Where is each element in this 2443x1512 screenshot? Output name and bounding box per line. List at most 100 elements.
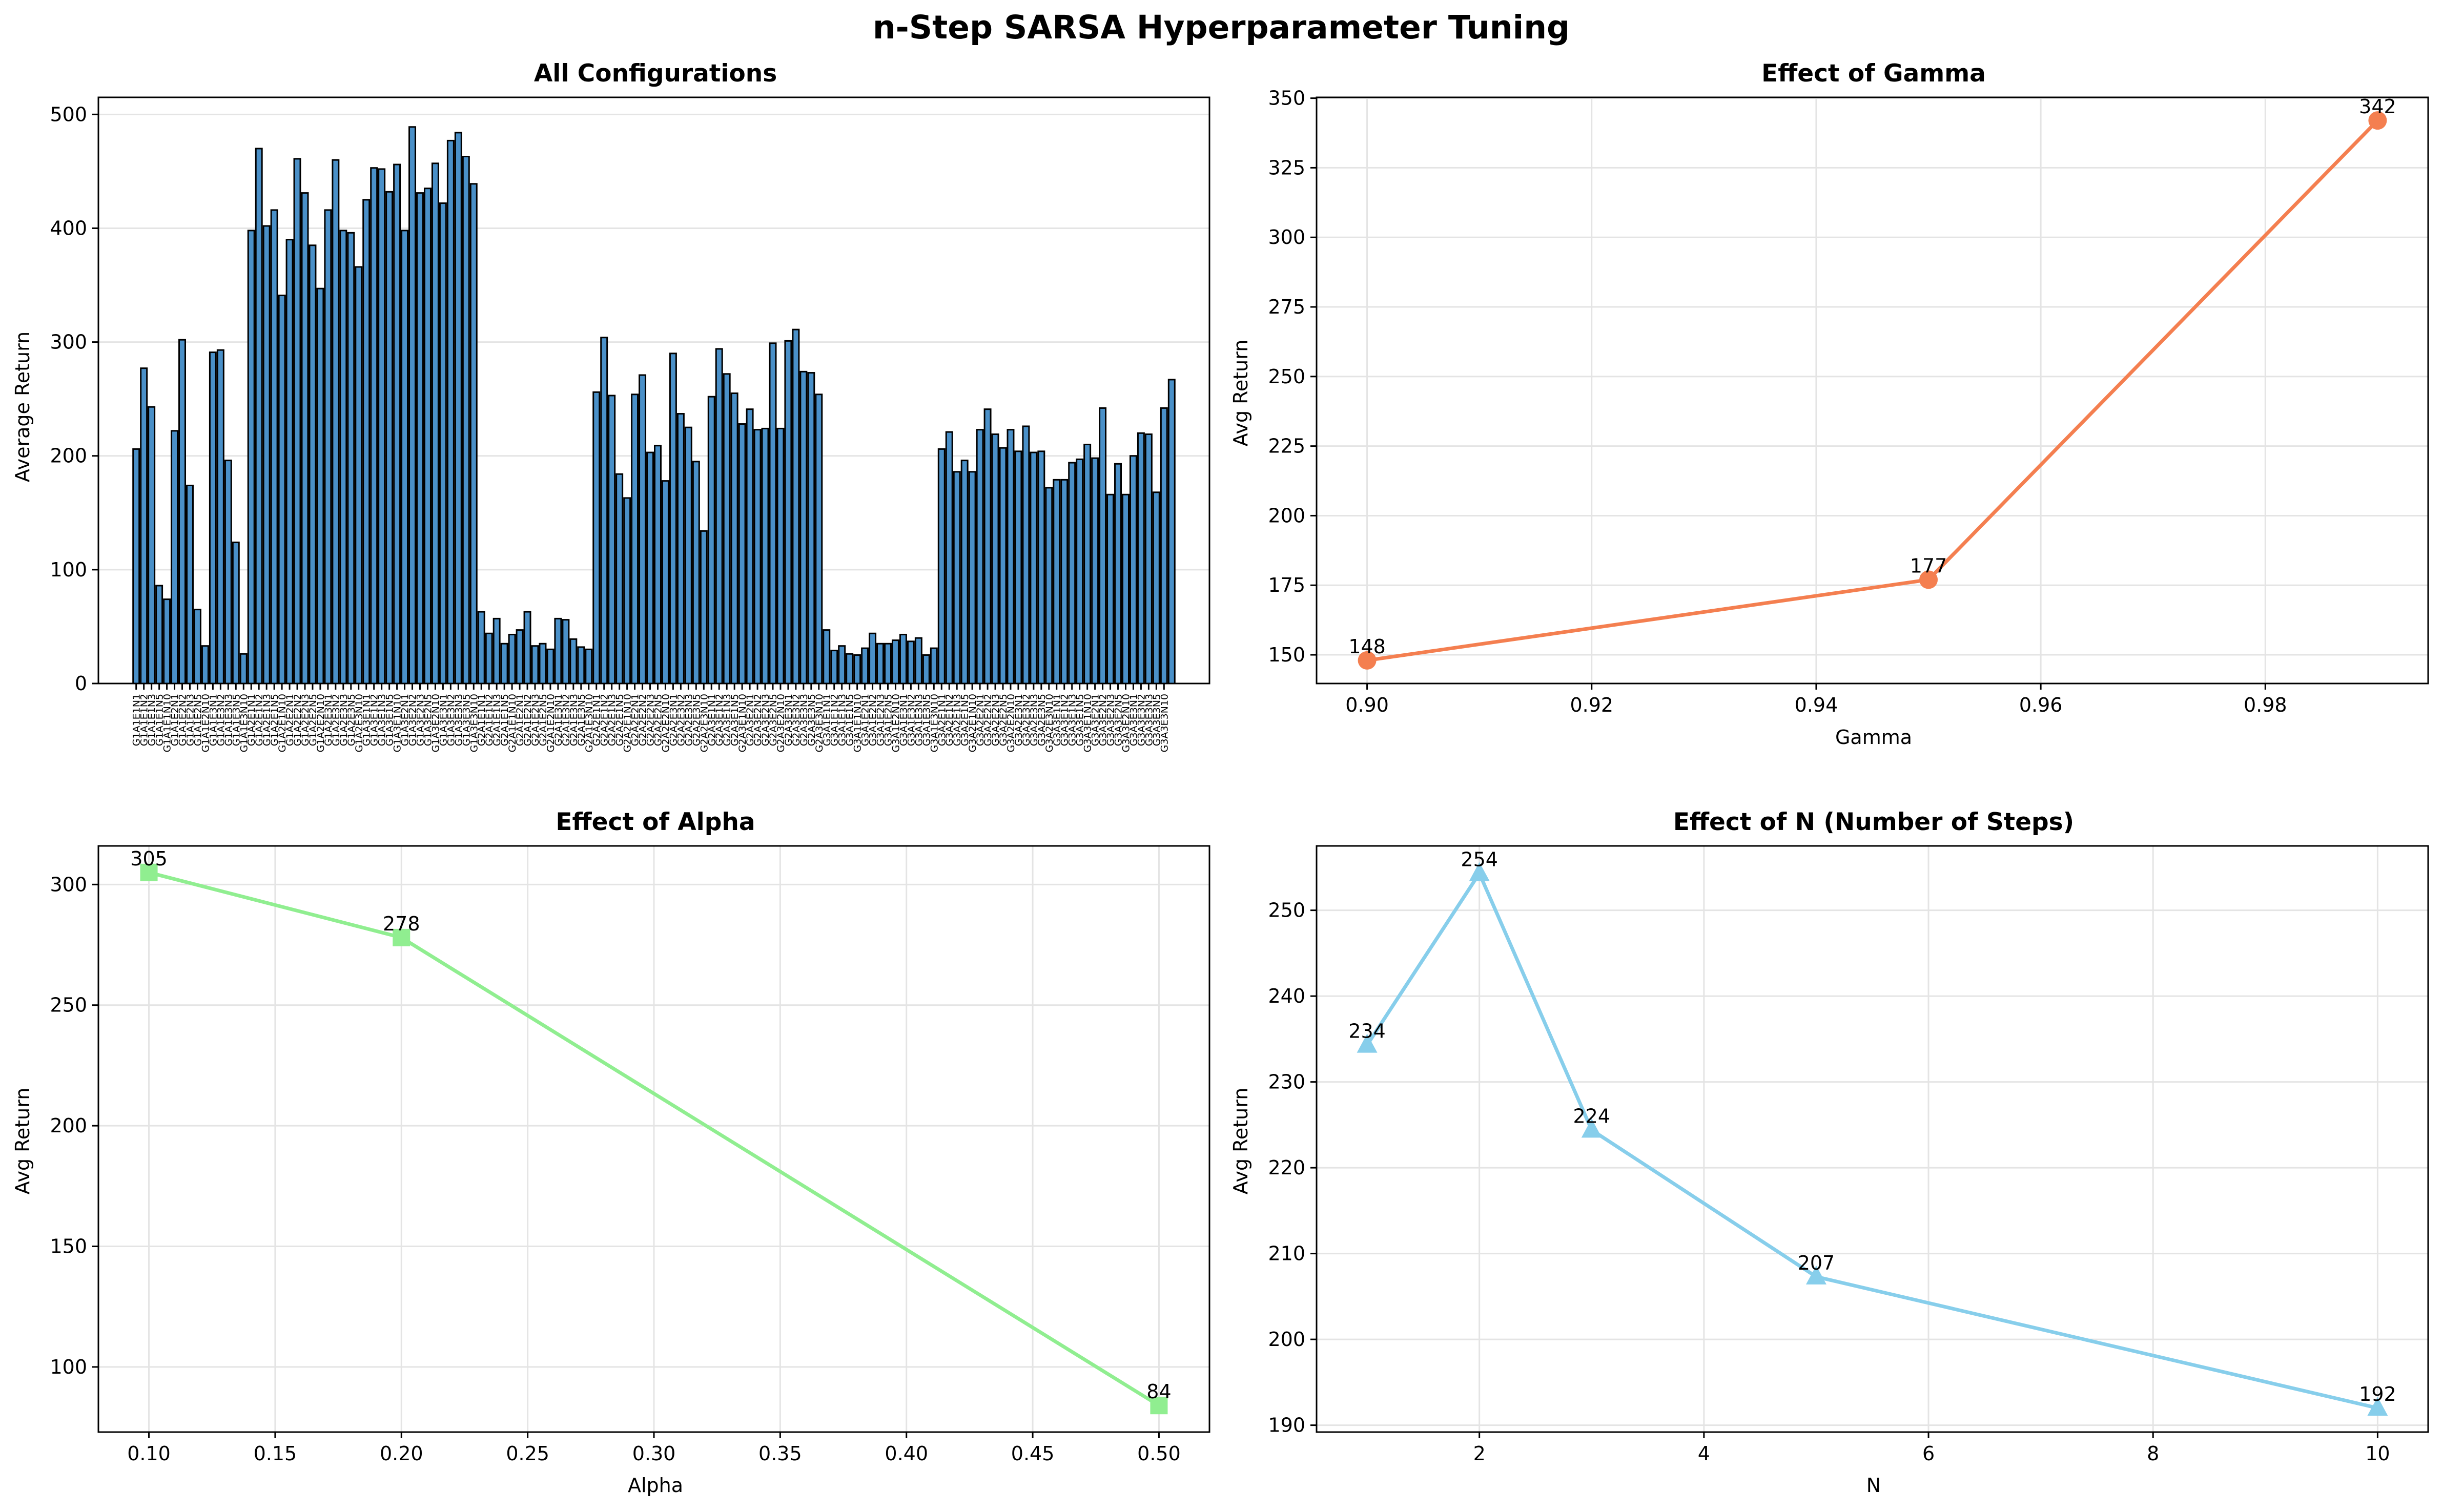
bar: [753, 429, 762, 685]
x-tick-label: G2A3E2N5: [768, 694, 779, 746]
x-tick-label: G2A2E1N2: [599, 694, 610, 746]
bar: [408, 126, 417, 685]
data-label: 207: [1798, 1252, 1835, 1274]
x-tick-label: G3A2E2N5: [998, 694, 1009, 746]
bar: [439, 202, 447, 685]
bar: [723, 373, 731, 685]
bar: [401, 230, 409, 685]
x-tick-label: G3A3E3N1: [1128, 694, 1139, 746]
x-tick-label: 0.90: [1345, 694, 1389, 716]
x-tick-label: G1A1E3N5: [231, 694, 242, 746]
x-tick-label: 6: [1922, 1442, 1935, 1465]
x-tick-label: G3A3E2N1: [1090, 694, 1101, 746]
x-tick-label: G2A1E1N5: [499, 694, 510, 746]
x-tick-label: G1A2E3N1: [323, 694, 334, 746]
x-tick-label: 0.20: [380, 1442, 423, 1465]
x-tick-label: G3A1E1N5: [845, 694, 856, 746]
y-tick-label: 325: [1268, 156, 1305, 179]
x-tick-label: G1A2E2N1: [284, 694, 296, 746]
chart-title: All Configurations: [534, 59, 777, 88]
x-tick-label: G3A1E2N3: [875, 694, 887, 746]
y-tick-label: 150: [1268, 644, 1305, 666]
x-tick-label: G1A3E3N1: [438, 694, 449, 746]
bar: [869, 632, 877, 685]
bar: [1152, 491, 1160, 685]
y-tick-label: 225: [1268, 435, 1305, 458]
data-label: 177: [1910, 554, 1947, 577]
y-tick-label: 200: [1268, 504, 1305, 527]
bar: [163, 598, 171, 685]
bar: [799, 370, 808, 685]
bar: [293, 158, 301, 685]
x-tick-label: G2A3E2N1: [745, 694, 756, 746]
x-tick-label: G1A2E1N2: [254, 694, 265, 746]
data-label: 278: [383, 913, 420, 935]
x-tick-label: G3A2E2N1: [975, 694, 986, 746]
bar: [937, 448, 946, 685]
bar: [1083, 444, 1092, 685]
bar: [600, 337, 608, 685]
bar: [846, 653, 854, 685]
bar: [270, 209, 278, 685]
x-tick-label: G2A3E3N5: [806, 694, 817, 746]
bar: [186, 484, 194, 685]
bar: [615, 473, 624, 685]
x-tick-label: G2A3E2N2: [752, 694, 764, 746]
x-tick-label: G3A2E1N3: [952, 694, 963, 746]
bar: [332, 159, 340, 685]
x-tick-label: G1A2E3N3: [338, 694, 350, 746]
x-tick-label: G3A1E3N1: [898, 694, 909, 746]
x-tick-label: G1A1E3N1: [208, 694, 219, 746]
bar: [684, 426, 692, 685]
bar: [861, 647, 869, 685]
bar: [853, 654, 861, 685]
bar: [807, 372, 815, 685]
bar: [761, 427, 769, 685]
x-tick-label: G2A2E1N5: [614, 694, 626, 746]
x-tick-label: G2A2E2N1: [630, 694, 641, 746]
x-tick-label: G1A2E1N10: [277, 694, 288, 752]
bar: [646, 451, 654, 685]
bar: [907, 640, 915, 685]
bar: [914, 637, 922, 685]
bar: [1068, 462, 1076, 685]
x-tick-label: G2A2E3N2: [675, 694, 687, 746]
bar: [631, 393, 639, 685]
x-tick-label: 10: [2365, 1442, 2390, 1465]
x-tick-label: G2A3E3N3: [798, 694, 810, 746]
bar: [416, 192, 424, 685]
x-tick-label: G1A1E1N5: [154, 694, 166, 746]
x-tick-label: G3A1E1N3: [837, 694, 848, 746]
bar: [730, 392, 738, 685]
x-tick-label: G3A3E3N5: [1151, 694, 1162, 746]
x-tick-label: G3A1E2N5: [883, 694, 894, 746]
x-tick-label: G1A3E2N10: [430, 694, 441, 752]
bar: [661, 480, 669, 685]
bar: [523, 611, 531, 685]
y-axis-label: Average Return: [11, 332, 34, 482]
y-tick-label: 230: [1268, 1071, 1305, 1093]
bar: [669, 353, 677, 685]
x-tick-label: G3A2E1N5: [959, 694, 971, 746]
bar: [385, 191, 394, 685]
bar: [492, 617, 501, 685]
x-tick-label: G2A2E3N5: [691, 694, 702, 746]
y-tick-label: 200: [50, 1114, 87, 1137]
y-tick-label: 500: [50, 103, 87, 126]
x-tick-label: G1A2E1N3: [261, 694, 273, 746]
bar: [339, 230, 347, 685]
bar: [485, 632, 493, 685]
data-label: 342: [2359, 95, 2396, 118]
data-point: [1805, 1265, 1826, 1285]
x-tick-label: G1A3E2N5: [422, 694, 434, 746]
x-tick-label: G1A1E2N10: [200, 694, 211, 752]
x-tick-label: G3A3E2N10: [1120, 694, 1132, 752]
bar: [968, 471, 976, 685]
bar: [945, 431, 953, 685]
x-tick-label: G3A2E3N2: [1021, 694, 1032, 746]
x-tick-label: G3A1E1N1: [822, 694, 833, 746]
bar: [508, 633, 516, 685]
bar: [676, 413, 685, 685]
x-tick-label: G2A1E3N3: [568, 694, 580, 746]
x-tick-label: G3A3E3N2: [1136, 694, 1147, 746]
